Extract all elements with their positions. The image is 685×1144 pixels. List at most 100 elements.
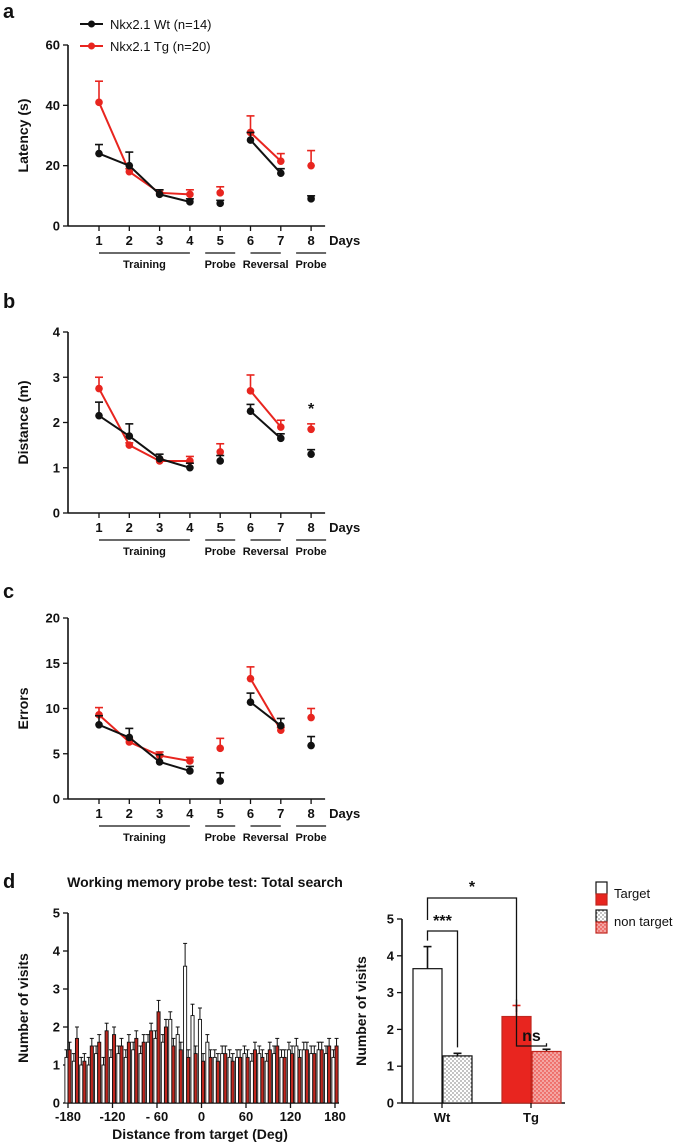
wt-hist-bar xyxy=(101,1064,106,1104)
x-tick-label: 8 xyxy=(307,233,314,248)
tg-hist-bar xyxy=(297,1056,302,1104)
tg-hist-bar xyxy=(104,1030,109,1104)
target-wt-bar xyxy=(412,968,443,1104)
tg-point xyxy=(307,161,315,170)
tg-hist-bar xyxy=(149,1030,154,1104)
wt-hist-bar xyxy=(64,1056,69,1104)
tg-hist-bar xyxy=(290,1053,295,1104)
wt-hist-bar xyxy=(153,1037,158,1104)
wt-hist-bar xyxy=(205,1041,210,1104)
wt-hist-bar xyxy=(301,1049,306,1104)
tg-point xyxy=(95,384,103,393)
y-tick-label: 10 xyxy=(46,701,60,716)
wt-hist-bar xyxy=(212,1056,217,1104)
wt-point xyxy=(125,432,134,440)
legend-swatch-0-wt xyxy=(595,881,608,895)
y-tick-label: 0 xyxy=(53,792,60,807)
wt-point xyxy=(95,720,103,729)
wt-point xyxy=(216,199,224,208)
panel-label-c: c xyxy=(3,581,14,603)
tg-hist-bar xyxy=(304,1049,309,1104)
group-label: Probe xyxy=(296,259,327,271)
legend-label-0: Target xyxy=(614,886,651,901)
legend-tg-label: Nkx2.1 Tg (n=20) xyxy=(110,39,211,54)
y-tick-label: 0 xyxy=(53,1096,60,1111)
tg-series-line xyxy=(98,714,191,762)
x-axis-label: Distance from target (Deg) xyxy=(112,1126,288,1142)
tg-hist-bar xyxy=(201,1060,206,1104)
tg-point xyxy=(125,441,134,449)
wt-point xyxy=(95,411,103,420)
x-axis-label: Days xyxy=(329,520,360,535)
group-label: Probe xyxy=(205,259,236,271)
group-label: Probe xyxy=(205,546,236,558)
distance-chart: 0 1 2 3 4 1 2 3 4 5 6 7 8 Days Distance (m) Training Pro… xyxy=(15,325,360,559)
y-tick-label: 0 xyxy=(53,506,60,521)
tg-point xyxy=(216,189,224,197)
panel-label-a: a xyxy=(3,1,15,23)
wt-point xyxy=(186,463,194,472)
y-tick-label: 20 xyxy=(46,158,60,173)
tg-hist-bar xyxy=(82,1060,87,1104)
x-tick-label: 120 xyxy=(280,1109,302,1124)
wt-point xyxy=(307,741,315,750)
y-tick-label: 5 xyxy=(53,906,60,921)
tg-hist-bar xyxy=(178,1049,183,1104)
wt-hist-bar xyxy=(294,1045,299,1104)
x-tick-label: 1 xyxy=(95,233,102,248)
wt-hist-bar xyxy=(175,1034,180,1104)
wt-point xyxy=(307,195,315,203)
wt-point xyxy=(155,758,164,766)
wt-hist-bar xyxy=(190,1015,195,1104)
x-tick-label: 4 xyxy=(186,520,194,535)
y-axis-label: Number of visits xyxy=(15,953,31,1063)
wt-point xyxy=(246,136,255,144)
x-tick-label: 8 xyxy=(307,520,314,535)
tg-significance-bracket xyxy=(515,999,548,1047)
tg-series-line xyxy=(249,131,282,162)
wt-hist-bar xyxy=(197,1018,202,1104)
wt-hist-bar xyxy=(160,1041,165,1104)
wt-series-line xyxy=(249,410,282,440)
y-tick-label: 20 xyxy=(46,611,60,626)
x-tick-label: 5 xyxy=(217,806,224,821)
tg-hist-bar xyxy=(245,1056,250,1104)
x-tick-label: 3 xyxy=(156,233,163,248)
x-axis-label: Days xyxy=(329,233,360,248)
wt-hist-bar xyxy=(138,1053,143,1104)
wt-hist-bar xyxy=(131,1049,136,1104)
wt-point xyxy=(216,777,224,785)
tg-hist-bar xyxy=(223,1053,228,1104)
wt-hist-bar xyxy=(257,1053,262,1104)
wt-hist-bar xyxy=(108,1056,113,1104)
tg-hist-bar xyxy=(119,1045,124,1104)
panel-label-b: b xyxy=(3,291,15,313)
non-target-tg-bar xyxy=(531,1050,562,1104)
wt-point xyxy=(186,767,194,775)
x-tick-label: 6 xyxy=(247,233,254,248)
tg-hist-bar xyxy=(230,1060,235,1104)
tg-significance-label: ns xyxy=(522,1028,541,1045)
y-tick-label: 2 xyxy=(387,1022,394,1037)
wt-significance-bracket xyxy=(426,930,459,1048)
tg-point xyxy=(307,425,315,434)
group-label: Training xyxy=(123,832,166,844)
tg-point xyxy=(95,98,103,107)
tg-hist-bar xyxy=(282,1056,287,1104)
tg-hist-bar xyxy=(156,1011,161,1104)
x-tick-label: 7 xyxy=(277,233,284,248)
panel-label-d: d xyxy=(3,871,15,893)
group-label: Reversal xyxy=(243,832,289,844)
wt-hist-bar xyxy=(249,1060,254,1104)
legend-wt-marker xyxy=(88,20,95,28)
tg-hist-bar xyxy=(171,1045,176,1104)
wt-point xyxy=(155,454,164,463)
tg-hist-bar xyxy=(186,1056,191,1104)
errors-chart: 0 5 10 15 20 1 2 3 4 5 6 7 8 Days Errors Training Probe R… xyxy=(15,611,360,845)
wt-point xyxy=(95,149,103,158)
x-tick-label: 5 xyxy=(217,520,224,535)
x-tick-label: 180 xyxy=(324,1109,346,1124)
x-tick-label: 2 xyxy=(126,806,133,821)
group-label: Training xyxy=(123,546,166,558)
